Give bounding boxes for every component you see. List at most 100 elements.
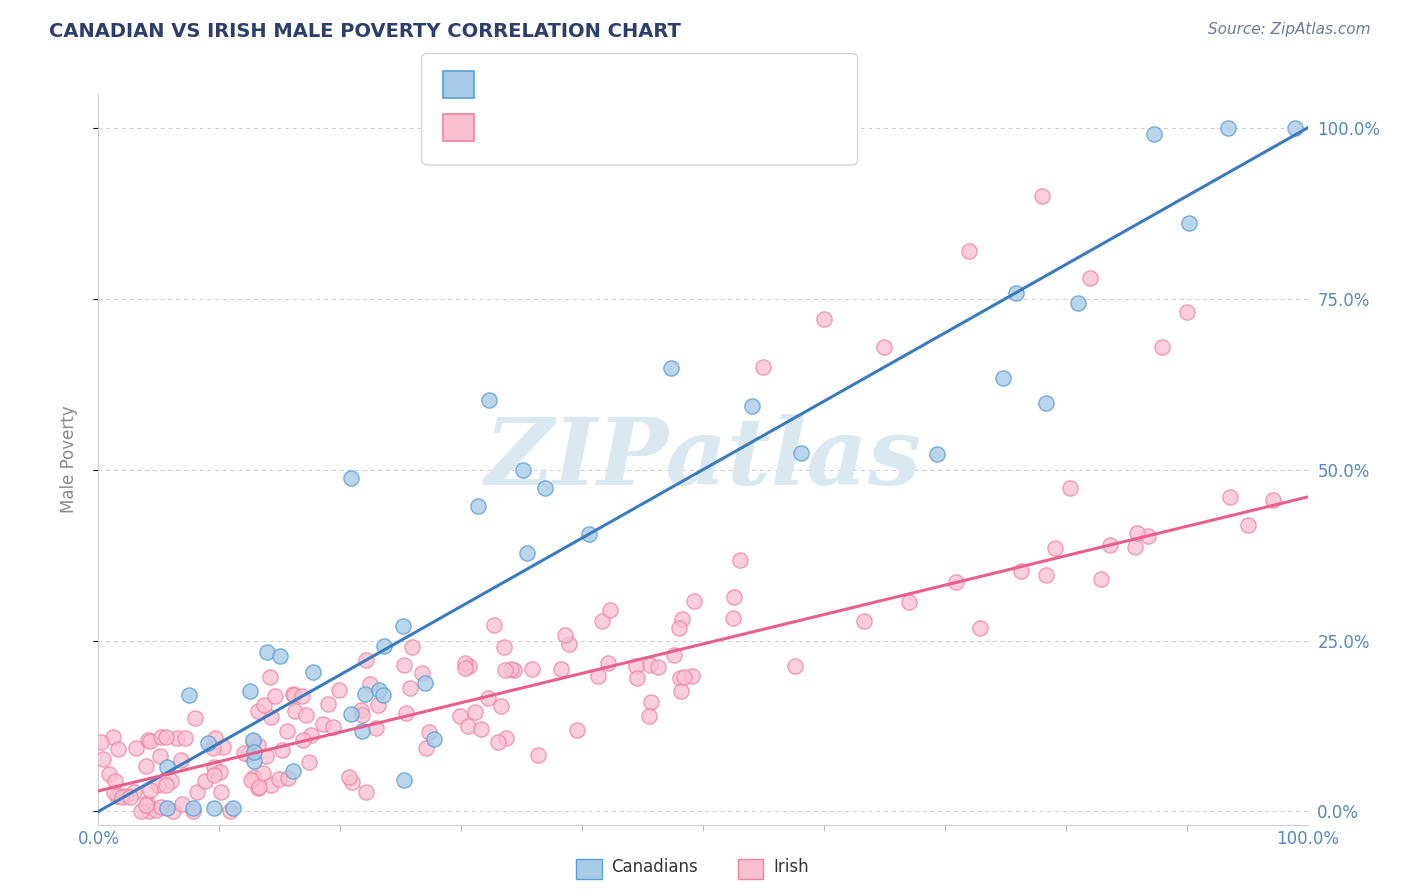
Point xyxy=(232,746,254,760)
Point xyxy=(166,731,188,745)
Point xyxy=(741,399,763,413)
Point xyxy=(170,797,193,812)
Point xyxy=(673,669,696,683)
Point xyxy=(373,640,395,654)
Point xyxy=(256,644,278,658)
Point xyxy=(242,733,264,747)
Point xyxy=(945,574,967,589)
Point xyxy=(449,709,471,723)
Point xyxy=(669,672,692,686)
Point xyxy=(367,698,389,712)
Point xyxy=(139,782,162,797)
Point xyxy=(254,748,277,763)
Point xyxy=(1067,296,1090,310)
Point xyxy=(239,684,262,698)
Point xyxy=(281,687,304,701)
Point xyxy=(354,785,377,799)
Point xyxy=(297,756,319,770)
Point xyxy=(138,734,160,748)
Point xyxy=(516,546,538,560)
Point xyxy=(97,766,120,780)
Point xyxy=(242,733,264,747)
Point xyxy=(554,628,576,642)
Point xyxy=(170,753,193,767)
Point xyxy=(418,725,440,739)
Point xyxy=(647,660,669,674)
Point xyxy=(340,707,363,722)
Point xyxy=(1031,189,1053,203)
Point xyxy=(138,805,160,819)
Text: Irish: Irish xyxy=(773,858,808,876)
Point xyxy=(512,463,534,477)
Point xyxy=(91,752,114,766)
Point xyxy=(350,707,373,722)
Point xyxy=(957,244,980,258)
Point xyxy=(489,699,512,714)
Point xyxy=(184,711,207,725)
Point xyxy=(413,676,436,690)
Point xyxy=(340,471,363,485)
Text: R =  0.555   N =  154: R = 0.555 N = 154 xyxy=(488,118,731,137)
Point xyxy=(499,662,522,676)
Point xyxy=(683,594,706,608)
Point xyxy=(873,340,896,354)
Point xyxy=(495,731,517,745)
Point xyxy=(752,360,775,375)
Point xyxy=(557,637,579,651)
Point xyxy=(1043,541,1066,556)
Point xyxy=(90,735,112,749)
Point xyxy=(350,723,373,738)
Point xyxy=(1178,216,1201,230)
Point xyxy=(392,772,415,787)
Point xyxy=(145,803,167,817)
Point xyxy=(1143,128,1166,142)
Point xyxy=(1216,120,1239,135)
Point xyxy=(349,703,371,717)
Point xyxy=(118,789,141,804)
Point xyxy=(204,731,226,745)
Point xyxy=(411,666,433,681)
Point xyxy=(252,766,274,780)
Point xyxy=(1005,285,1028,300)
Point xyxy=(813,312,835,326)
Point xyxy=(1078,271,1101,285)
Point xyxy=(454,660,477,674)
Point xyxy=(316,697,339,711)
Point xyxy=(276,723,298,738)
Point xyxy=(124,740,146,755)
Point xyxy=(1035,567,1057,582)
Point xyxy=(122,785,145,799)
Point xyxy=(111,790,134,805)
Point xyxy=(179,688,201,702)
Point xyxy=(783,659,806,673)
Point xyxy=(104,774,127,789)
Point xyxy=(243,771,266,785)
Point xyxy=(395,706,418,720)
Point xyxy=(1152,340,1174,354)
Point xyxy=(477,691,499,706)
Point xyxy=(174,731,197,746)
Point xyxy=(156,801,179,815)
Point xyxy=(136,796,159,810)
Point xyxy=(391,618,413,632)
Point xyxy=(197,736,219,750)
Point xyxy=(1284,120,1306,135)
Point xyxy=(236,747,259,761)
Point xyxy=(302,665,325,679)
Point xyxy=(638,657,661,672)
Point xyxy=(596,656,619,670)
Text: CANADIAN VS IRISH MALE POVERTY CORRELATION CHART: CANADIAN VS IRISH MALE POVERTY CORRELATI… xyxy=(49,22,681,41)
Point xyxy=(1035,396,1057,410)
Point xyxy=(550,662,572,676)
Point xyxy=(247,780,270,794)
Point xyxy=(1010,564,1032,578)
Point xyxy=(458,659,481,673)
Point xyxy=(252,698,274,713)
Point xyxy=(181,801,204,815)
Point xyxy=(243,745,266,759)
Point xyxy=(135,798,157,813)
Point xyxy=(281,764,304,779)
Point xyxy=(671,684,693,698)
Point xyxy=(156,760,179,774)
Point xyxy=(638,708,661,723)
